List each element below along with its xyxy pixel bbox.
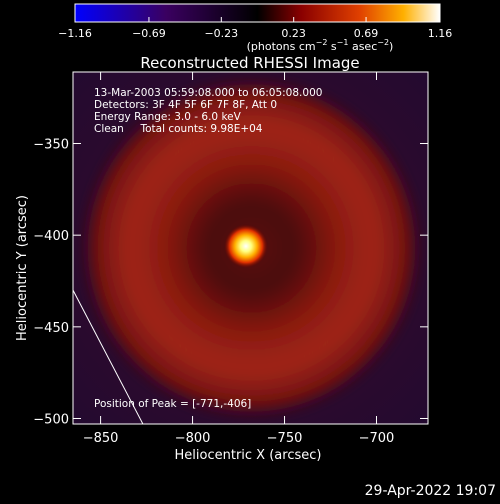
x-axis-label: Heliocentric X (arcsec) bbox=[175, 448, 322, 463]
y-tick-label: −400 bbox=[33, 229, 69, 244]
plot-frame bbox=[72, 71, 429, 425]
x-tick-label: −850 bbox=[83, 431, 119, 446]
y-tick-label: −450 bbox=[33, 321, 69, 336]
x-tick-label: −700 bbox=[359, 431, 395, 446]
colorbar-tick-label: 0.69 bbox=[354, 27, 379, 40]
x-tick-label: −750 bbox=[267, 431, 303, 446]
image-area bbox=[73, 72, 428, 424]
colorbar-tick-label: −0.69 bbox=[132, 27, 166, 40]
annotation-counts: Clean Total counts: 9.98E+04 bbox=[94, 123, 263, 135]
colorbar-tick-label: −1.16 bbox=[58, 27, 92, 40]
x-tick-label: −800 bbox=[175, 431, 211, 446]
x-axis-ticks: −850 −800 −750 −700 bbox=[83, 72, 395, 446]
colorbar-tick-label: 1.16 bbox=[428, 27, 453, 40]
peak-source bbox=[223, 224, 268, 269]
y-tick-label: −350 bbox=[33, 138, 69, 153]
footer-date: 29-Apr-2022 19:07 bbox=[365, 483, 496, 499]
annotation-block: 13-Mar-2003 05:59:08.000 to 06:05:08.000… bbox=[94, 87, 322, 135]
y-axis-label: Heliocentric Y (arcsec) bbox=[15, 195, 30, 341]
chart-title: Reconstructed RHESSI Image bbox=[140, 54, 359, 72]
colorbar-tick-label: −0.23 bbox=[204, 27, 238, 40]
y-axis-ticks: −350 −400 −450 −500 bbox=[33, 138, 428, 428]
colorbar-unit-label: (photons cm−2 s−1 asec−2) bbox=[247, 38, 394, 53]
peak-position-label: Position of Peak = [-771,-406] bbox=[94, 398, 251, 410]
annotation-detectors: Detectors: 3F 4F 5F 6F 7F 8F, Att 0 bbox=[94, 99, 277, 111]
solar-limb-line bbox=[73, 289, 144, 424]
annotation-time: 13-Mar-2003 05:59:08.000 to 06:05:08.000 bbox=[94, 87, 322, 99]
colorbar-tick-label: 0.23 bbox=[281, 27, 306, 40]
annotation-energy: Energy Range: 3.0 - 6.0 keV bbox=[94, 111, 242, 123]
colorbar bbox=[74, 3, 441, 23]
y-tick-label: −500 bbox=[33, 413, 69, 428]
colorbar-ticks: −1.16 −0.69 −0.23 0.23 0.69 1.16 bbox=[58, 17, 452, 40]
